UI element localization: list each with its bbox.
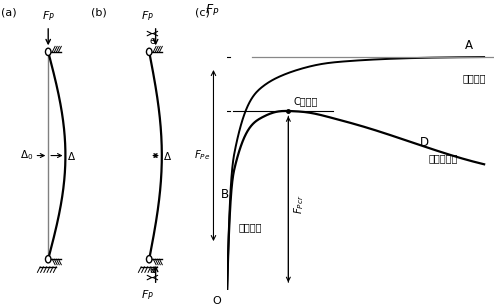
Text: $F_P$: $F_P$ (42, 9, 55, 23)
Text: (c): (c) (195, 7, 210, 17)
Text: $F_{Pe}$: $F_{Pe}$ (194, 149, 210, 163)
Text: $F_P$: $F_P$ (141, 288, 155, 302)
Circle shape (146, 48, 152, 56)
Text: e: e (149, 36, 155, 46)
Text: A: A (465, 39, 473, 52)
Text: $\Delta$: $\Delta$ (67, 149, 76, 162)
Text: B: B (221, 188, 229, 201)
Text: $\Delta_0$: $\Delta_0$ (20, 149, 33, 163)
Circle shape (45, 256, 51, 263)
Text: (b): (b) (91, 7, 107, 17)
Text: 初始塑性: 初始塑性 (239, 222, 262, 232)
Text: C极値点: C极値点 (293, 96, 318, 106)
Text: O: O (213, 296, 222, 305)
Text: $\Delta$: $\Delta$ (164, 149, 173, 162)
Text: e: e (149, 265, 155, 275)
Text: D: D (420, 135, 429, 149)
Circle shape (45, 48, 51, 56)
Text: $F_P$: $F_P$ (141, 9, 155, 23)
Text: 弹塑性压杆: 弹塑性压杆 (429, 154, 458, 164)
Text: $F_{Pcr}$: $F_{Pcr}$ (292, 194, 306, 214)
Circle shape (146, 256, 152, 263)
Text: (a): (a) (1, 7, 17, 17)
Text: 弹性压杆: 弹性压杆 (463, 74, 486, 83)
Text: $F_P$: $F_P$ (205, 3, 220, 18)
